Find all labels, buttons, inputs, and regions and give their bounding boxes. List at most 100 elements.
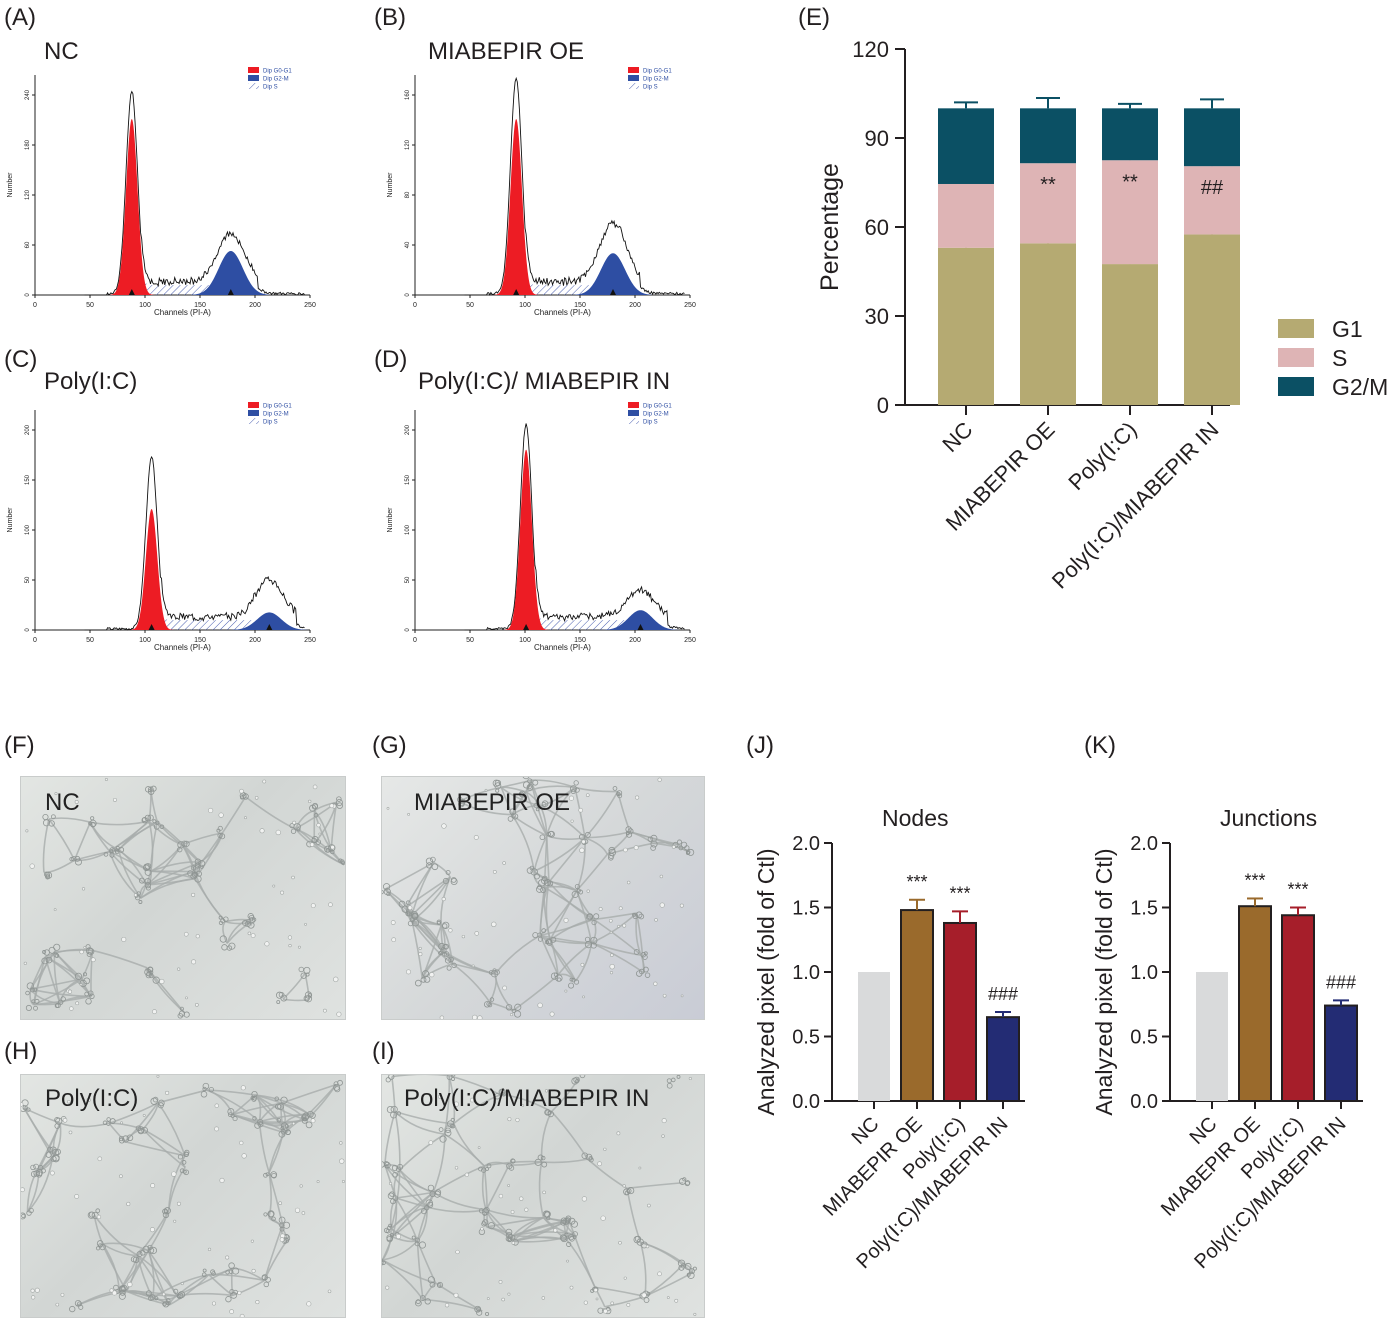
cell bbox=[127, 1281, 133, 1288]
cell bbox=[521, 1104, 525, 1107]
cell bbox=[143, 863, 151, 871]
cell bbox=[271, 1216, 276, 1222]
histo-x-tick-label: 50 bbox=[86, 637, 94, 644]
bar bbox=[986, 1016, 1020, 1102]
cell bbox=[126, 1134, 134, 1142]
chart-title: Junctions bbox=[1220, 805, 1317, 831]
cell bbox=[635, 911, 643, 919]
cell bbox=[53, 952, 59, 958]
tube-segment bbox=[395, 1191, 434, 1199]
cell bbox=[177, 1013, 184, 1019]
cell bbox=[386, 1236, 393, 1243]
cell bbox=[79, 949, 84, 955]
cell bbox=[48, 820, 55, 827]
cell bbox=[328, 844, 336, 852]
tube-segment bbox=[124, 1140, 186, 1157]
cell bbox=[180, 1282, 184, 1286]
histo-x-tick-label: 150 bbox=[194, 302, 206, 309]
cell bbox=[608, 848, 616, 857]
cell bbox=[280, 994, 288, 1002]
cell bbox=[595, 1297, 599, 1301]
e-bar-g1 bbox=[1020, 243, 1076, 405]
cell bbox=[291, 1121, 296, 1126]
bar bbox=[858, 972, 890, 1101]
cell bbox=[182, 1169, 187, 1174]
histo-g2m-peak bbox=[192, 251, 270, 295]
cell bbox=[177, 1293, 182, 1299]
cell bbox=[177, 967, 181, 971]
cell bbox=[51, 814, 56, 820]
cell bbox=[385, 1285, 390, 1290]
histo-x-tick-label: 0 bbox=[33, 637, 37, 644]
cell bbox=[390, 1233, 394, 1237]
histo-y-axis-label: Number bbox=[7, 507, 14, 533]
histo-raw-curve bbox=[84, 455, 305, 631]
histo-g1-peak bbox=[107, 119, 156, 295]
e-x-tick-label: Poly(I:C) bbox=[1063, 417, 1141, 495]
tube-segment bbox=[268, 1216, 289, 1240]
histo-legend-swatch bbox=[628, 75, 639, 81]
cell bbox=[507, 1234, 514, 1240]
tube-segment bbox=[584, 836, 609, 855]
cell bbox=[211, 1271, 216, 1276]
tube-segment bbox=[453, 1123, 485, 1167]
cell bbox=[112, 797, 117, 802]
cell bbox=[682, 1177, 687, 1182]
cell bbox=[603, 1147, 607, 1151]
histo-legend-label: Dip S bbox=[263, 85, 278, 91]
cell bbox=[612, 786, 618, 791]
cell bbox=[227, 1108, 235, 1116]
tube-segment bbox=[540, 934, 592, 944]
cell bbox=[411, 912, 418, 920]
cell bbox=[418, 1241, 427, 1249]
cell bbox=[550, 972, 559, 980]
cell bbox=[252, 1116, 257, 1121]
cell bbox=[653, 981, 658, 986]
cell bbox=[492, 870, 497, 874]
tube-segment bbox=[451, 963, 491, 1003]
tube-segment bbox=[587, 1158, 628, 1190]
cell bbox=[301, 1117, 308, 1124]
cell bbox=[406, 911, 412, 917]
cell bbox=[156, 1075, 160, 1078]
e-legend-label: S bbox=[1332, 345, 1347, 371]
cell bbox=[626, 1302, 631, 1307]
tube-segment bbox=[90, 950, 94, 997]
cell bbox=[280, 1122, 289, 1130]
histo-legend-swatch bbox=[248, 67, 259, 73]
cell bbox=[251, 1268, 256, 1273]
tube-segment bbox=[574, 786, 618, 793]
tube-segment bbox=[101, 1243, 128, 1292]
cell bbox=[232, 1267, 240, 1275]
cell bbox=[618, 1241, 622, 1245]
y-tick-label: 1.0 bbox=[1130, 962, 1158, 984]
e-legend-swatch bbox=[1278, 377, 1314, 396]
significance-label: *** bbox=[1287, 880, 1308, 900]
cell bbox=[438, 951, 443, 956]
cell bbox=[323, 1008, 327, 1013]
cell bbox=[564, 989, 568, 993]
cell bbox=[476, 1307, 481, 1312]
cell bbox=[390, 1111, 398, 1119]
histo-g1-peak bbox=[127, 509, 176, 630]
cell bbox=[510, 1210, 515, 1214]
tube-segment bbox=[525, 791, 542, 807]
cell bbox=[333, 1084, 340, 1091]
micrograph-oe-label: MIABEPIR OE bbox=[414, 789, 571, 816]
tube-segment bbox=[194, 878, 227, 922]
tube-segment bbox=[150, 870, 196, 880]
cell bbox=[443, 951, 450, 957]
tube-segment bbox=[268, 1132, 286, 1173]
cell bbox=[442, 944, 448, 950]
cell bbox=[566, 1241, 572, 1247]
cell bbox=[192, 865, 200, 873]
tube-segment bbox=[126, 1290, 170, 1306]
tube-network-image bbox=[382, 1075, 697, 1317]
histo-x-tick-label: 50 bbox=[466, 637, 474, 644]
tube-segment bbox=[394, 1110, 454, 1125]
histo-x-tick-label: 0 bbox=[413, 637, 417, 644]
cell bbox=[506, 1091, 510, 1095]
histo-peak-marker bbox=[148, 624, 155, 630]
cell bbox=[333, 1081, 339, 1087]
cell bbox=[609, 930, 613, 934]
